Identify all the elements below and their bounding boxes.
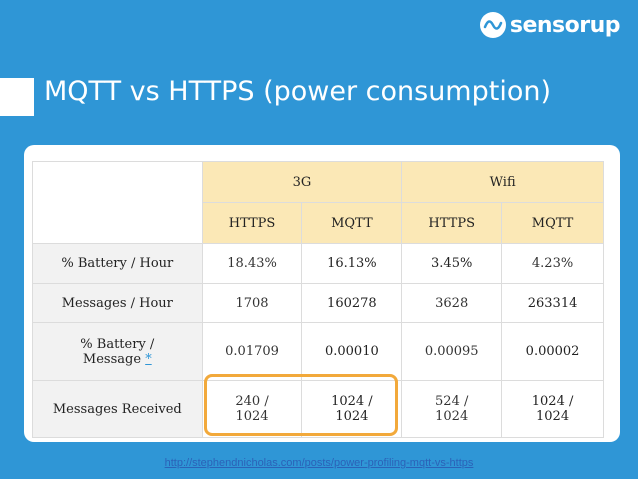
group-header-wifi: Wifi — [401, 161, 604, 203]
row-label: % Battery / Hour — [32, 243, 203, 284]
table-cell: 0.00010 — [301, 322, 403, 381]
title-accent-bar — [0, 78, 34, 116]
row-label: Messages Received — [32, 380, 203, 438]
table-cell: 1024 / 1024 — [301, 380, 403, 438]
table-row: Messages / Hour 1708 160278 3628 263314 — [32, 283, 604, 323]
table-cell: 263314 — [501, 283, 604, 323]
row-label-line: % Battery / — [80, 336, 155, 352]
brand-logo: sensorup — [479, 12, 621, 38]
table-row: Messages Received 240 / 1024 1024 / 1024… — [32, 380, 604, 438]
table-cell: 0.00095 — [401, 322, 503, 381]
table-cell: 240 / 1024 — [201, 380, 303, 438]
slide-title: MQTT vs HTTPS (power consumption) — [44, 76, 552, 107]
sub-header: HTTPS — [201, 202, 303, 244]
table-cell: 1708 — [201, 283, 303, 323]
table-cell: 18.43% — [201, 243, 303, 284]
highlight-box — [204, 374, 398, 436]
table-cell: 3628 — [401, 283, 503, 323]
sensorup-logo-icon — [479, 12, 506, 38]
table-cell: 16.13% — [301, 243, 403, 284]
table-row: % Battery / Hour 18.43% 16.13% 3.45% 4.2… — [32, 243, 604, 284]
table-cell: 0.00002 — [501, 322, 604, 381]
table-corner-cell — [32, 161, 203, 244]
sub-header: HTTPS — [401, 202, 503, 244]
comparison-table: 3G Wifi HTTPS MQTT HTTPS MQTT % Battery … — [32, 161, 604, 438]
table-cell: 524 / 1024 — [401, 380, 503, 438]
group-header-3g: 3G — [201, 161, 403, 203]
source-link[interactable]: http://stephendnicholas.com/posts/power-… — [164, 457, 474, 469]
table-cell: 3.45% — [401, 243, 503, 284]
row-label: % Battery / Message * — [32, 322, 203, 381]
table-cell: 1024 / 1024 — [501, 380, 604, 438]
table-row: % Battery / Message * 0.01709 0.00010 0.… — [32, 322, 604, 381]
sub-header: MQTT — [501, 202, 604, 244]
brand-name: sensorup — [509, 12, 621, 38]
table-cell: 4.23% — [501, 243, 604, 284]
sub-header: MQTT — [301, 202, 403, 244]
table-cell: 0.01709 — [201, 322, 303, 381]
footnote-link[interactable]: * — [145, 351, 152, 367]
row-label-line: Message — [82, 351, 142, 367]
table-cell: 160278 — [301, 283, 403, 323]
row-label: Messages / Hour — [32, 283, 203, 323]
